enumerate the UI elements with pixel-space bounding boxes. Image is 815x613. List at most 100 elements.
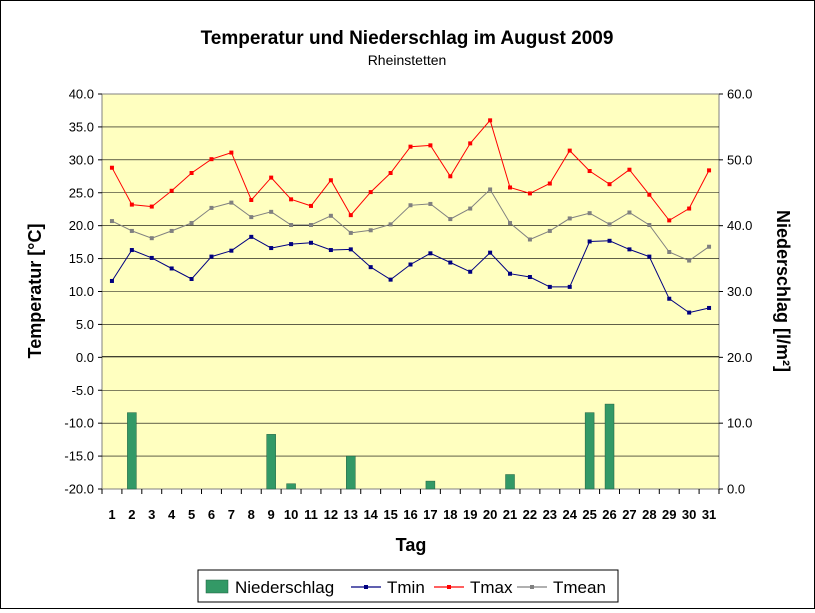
legend-marker-tmax: [447, 585, 451, 589]
legend-swatch-niederschlag: [205, 579, 229, 594]
point-tmax: [667, 218, 672, 223]
point-tmax: [547, 181, 552, 186]
left-tick-label: 40.0: [69, 87, 94, 102]
point-tmean: [468, 206, 473, 211]
x-tick-label: 26: [602, 507, 616, 522]
x-tick-label: 14: [363, 507, 378, 522]
legend-label-tmax: Tmax: [470, 578, 513, 597]
legend-label-tmin: Tmin: [387, 578, 425, 597]
point-tmax: [607, 182, 612, 187]
point-tmax: [109, 165, 114, 170]
bar-niederschlag: [266, 434, 276, 490]
point-tmean: [587, 211, 592, 216]
left-axis-ticks: -20.0 -15.0 -10.0 -5.0 0.0 5.0 10.0 15.0 20.0 25.…: [64, 87, 102, 497]
right-tick-label: 20.0: [727, 350, 752, 365]
legend-marker-tmin: [364, 585, 368, 589]
right-axis-ticks: 0.0 10.0 20.0 30.0 40.0 50.0 60.0: [719, 87, 752, 497]
point-tmin: [189, 276, 194, 281]
point-tmax: [627, 167, 632, 172]
point-tmin: [388, 277, 393, 282]
x-tick-label: 7: [228, 507, 235, 522]
point-tmin: [229, 248, 234, 253]
point-tmax: [169, 188, 174, 193]
point-tmax: [269, 175, 274, 180]
point-tmean: [647, 223, 652, 228]
point-tmax: [229, 150, 234, 155]
point-tmean: [547, 228, 552, 233]
point-tmax: [567, 148, 572, 153]
x-tick-label: 23: [543, 507, 557, 522]
point-tmean: [249, 215, 254, 220]
x-tick-label: 16: [403, 507, 417, 522]
x-tick-label: 27: [622, 507, 636, 522]
gridlines: [102, 126, 719, 457]
point-tmean: [348, 230, 353, 235]
point-tmin: [308, 240, 313, 245]
point-tmean: [169, 228, 174, 233]
right-tick-label: 40.0: [727, 218, 752, 233]
point-tmean: [607, 222, 612, 227]
point-tmean: [269, 209, 274, 214]
x-tick-label: 25: [582, 507, 596, 522]
x-tick-label: 20: [483, 507, 497, 522]
point-tmean: [667, 250, 672, 254]
point-tmax: [508, 185, 513, 190]
x-tick-label: 12: [324, 507, 338, 522]
x-tick-label: 21: [503, 507, 517, 522]
point-tmin: [488, 250, 493, 255]
left-tick-label: 15.0: [69, 251, 94, 266]
point-tmin: [328, 248, 333, 253]
point-tmin: [109, 278, 114, 283]
point-tmin: [627, 247, 632, 252]
left-tick-label: 10.0: [69, 284, 94, 299]
point-tmean: [209, 205, 214, 210]
bar-niederschlag: [127, 412, 137, 490]
point-tmin: [567, 284, 572, 289]
x-tick-label: 4: [168, 507, 176, 522]
precipitation-bars: [127, 403, 615, 490]
point-tmean: [707, 244, 712, 249]
x-tick-label: 19: [463, 507, 477, 522]
point-tmax: [428, 143, 433, 148]
point-tmin: [269, 246, 274, 251]
x-tick-label: 18: [443, 507, 457, 522]
point-tmax: [707, 168, 712, 173]
left-tick-label: -10.0: [64, 416, 94, 431]
point-tmax: [408, 144, 413, 149]
chart-title: Temperatur und Niederschlag im August 20…: [201, 28, 614, 49]
point-tmean: [368, 228, 373, 233]
bar-niederschlag: [604, 403, 615, 490]
x-tick-label: 9: [268, 507, 275, 522]
point-tmin: [289, 242, 294, 247]
temperature-lines: [109, 118, 712, 315]
left-tick-label: 35.0: [69, 119, 94, 134]
x-tick-label: 15: [383, 507, 397, 522]
point-tmin: [368, 265, 373, 270]
left-tick-label: 0.0: [76, 350, 94, 365]
point-tmin: [149, 255, 154, 260]
right-tick-label: 10.0: [727, 416, 752, 431]
point-tmean: [189, 221, 194, 226]
bar-niederschlag: [286, 483, 296, 490]
point-tmin: [667, 296, 672, 301]
point-tmean: [229, 200, 234, 205]
x-tick-label: 22: [523, 507, 537, 522]
point-tmin: [527, 275, 532, 280]
point-tmin: [468, 269, 473, 274]
point-tmax: [587, 169, 592, 174]
point-tmin: [508, 271, 513, 276]
left-tick-label: 5.0: [76, 317, 94, 332]
point-tmax: [328, 178, 333, 183]
x-tick-label: 24: [562, 507, 577, 522]
x-tick-label: 29: [662, 507, 676, 522]
legend-label-niederschlag: Niederschlag: [235, 578, 334, 597]
point-tmin: [129, 248, 134, 253]
point-tmean: [428, 201, 433, 206]
left-tick-label: 25.0: [69, 185, 94, 200]
point-tmax: [368, 190, 373, 195]
point-tmean: [408, 203, 413, 208]
point-tmin: [209, 254, 214, 259]
y-left-axis-title: Temperatur [°C]: [25, 224, 45, 359]
point-tmin: [587, 239, 592, 244]
